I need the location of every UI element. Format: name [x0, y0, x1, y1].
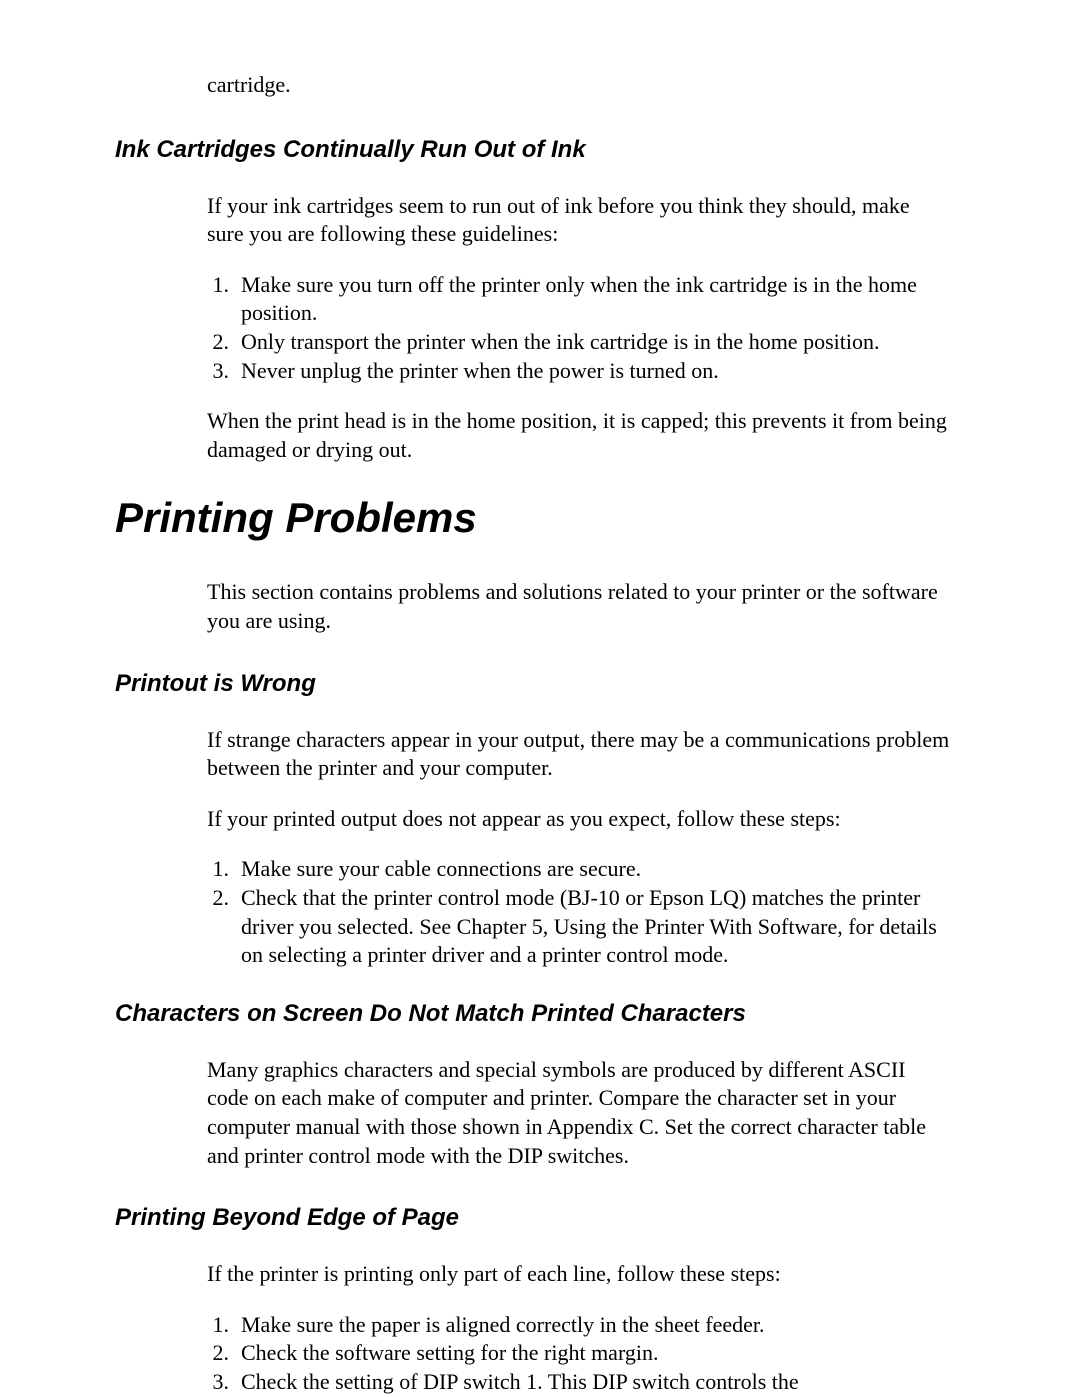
list-item: 3. Check the setting of DIP switch 1. Th…: [207, 1368, 950, 1397]
list-number: 2.: [207, 1339, 241, 1368]
wrong-p1: If strange characters appear in your out…: [207, 726, 950, 783]
orphan-line: cartridge.: [207, 70, 950, 100]
printing-intro: This section contains problems and solut…: [207, 578, 950, 635]
heading-printing-problems: Printing Problems: [115, 494, 970, 542]
ink-intro: If your ink cartridges seem to run out o…: [207, 192, 950, 249]
list-text: Make sure your cable connections are sec…: [241, 855, 950, 884]
list-text: Make sure the paper is aligned correctly…: [241, 1311, 950, 1340]
chars-p1: Many graphics characters and special sym…: [207, 1056, 950, 1170]
heading-ink-cartridges: Ink Cartridges Continually Run Out of In…: [115, 136, 970, 164]
section-beyond-edge: Printing Beyond Edge of Page If the prin…: [115, 1204, 970, 1396]
edge-list: 1. Make sure the paper is aligned correc…: [207, 1311, 950, 1397]
section-printout-wrong: Printout is Wrong If strange characters …: [115, 670, 970, 970]
heading-characters-mismatch: Characters on Screen Do Not Match Printe…: [115, 1000, 970, 1028]
heading-printout-wrong: Printout is Wrong: [115, 670, 970, 698]
ink-outro: When the print head is in the home posit…: [207, 407, 950, 464]
list-item: 2. Check that the printer control mode (…: [207, 884, 950, 970]
section-characters-mismatch: Characters on Screen Do Not Match Printe…: [115, 1000, 970, 1170]
list-item: 2. Check the software setting for the ri…: [207, 1339, 950, 1368]
list-item: 2. Only transport the printer when the i…: [207, 328, 950, 357]
heading-beyond-edge: Printing Beyond Edge of Page: [115, 1204, 970, 1232]
list-text: Check that the printer control mode (BJ-…: [241, 884, 950, 970]
list-text: Only transport the printer when the ink …: [241, 328, 950, 357]
list-item: 1. Make sure your cable connections are …: [207, 855, 950, 884]
list-text: Check the setting of DIP switch 1. This …: [241, 1368, 950, 1397]
list-text: Never unplug the printer when the power …: [241, 357, 950, 386]
section-ink-cartridges: Ink Cartridges Continually Run Out of In…: [115, 136, 970, 465]
list-number: 1.: [207, 855, 241, 884]
list-item: 1. Make sure you turn off the printer on…: [207, 271, 950, 328]
ink-list: 1. Make sure you turn off the printer on…: [207, 271, 950, 385]
list-number: 1.: [207, 1311, 241, 1340]
wrong-list: 1. Make sure your cable connections are …: [207, 855, 950, 969]
wrong-p2: If your printed output does not appear a…: [207, 805, 950, 834]
list-number: 2.: [207, 884, 241, 913]
list-text: Make sure you turn off the printer only …: [241, 271, 950, 328]
list-item: 1. Make sure the paper is aligned correc…: [207, 1311, 950, 1340]
list-text: Check the software setting for the right…: [241, 1339, 950, 1368]
list-number: 2.: [207, 328, 241, 357]
list-number: 1.: [207, 271, 241, 300]
edge-p1: If the printer is printing only part of …: [207, 1260, 950, 1289]
list-item: 3. Never unplug the printer when the pow…: [207, 357, 950, 386]
list-number: 3.: [207, 1368, 241, 1397]
list-number: 3.: [207, 357, 241, 386]
